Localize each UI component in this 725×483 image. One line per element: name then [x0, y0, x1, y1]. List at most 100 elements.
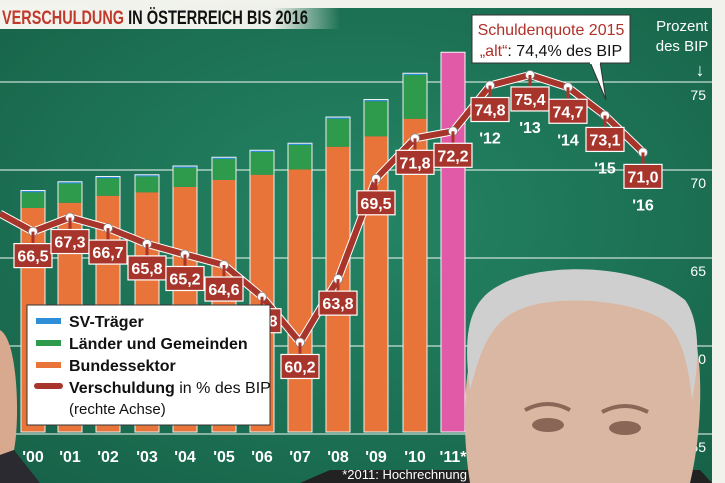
- data-label: 74,8: [474, 103, 505, 120]
- bar-segment-laender: [326, 118, 350, 147]
- callout: Schuldenquote 2015 „alt“ : 74,4% des BIP: [471, 14, 631, 101]
- data-label-box: [204, 276, 244, 302]
- future-year-label: '15: [594, 160, 616, 177]
- data-label-box: [280, 353, 320, 380]
- x-tick-label: '01: [59, 449, 81, 466]
- title-rest: IN ÖSTERREICH BIS 2016: [124, 8, 308, 29]
- bar-outline: [95, 176, 121, 433]
- bar-segment-laender: [96, 178, 120, 196]
- x-tick-label: '07: [289, 449, 311, 466]
- data-label-box: [318, 290, 358, 316]
- title-band: [0, 4, 340, 29]
- x-tick-label: '10: [404, 449, 426, 466]
- data-label-box: [548, 98, 588, 124]
- bar-segment-laender: [288, 145, 312, 170]
- bar-segment-sv: [135, 174, 159, 177]
- x-tick-label: '00: [22, 449, 44, 466]
- data-label: 69,5: [360, 196, 391, 213]
- person-photo: [0, 269, 712, 483]
- bar-segment-laender: [58, 183, 82, 203]
- footnote: *2011: Hochrechnung: [342, 467, 467, 482]
- bar-segment-laender: [212, 159, 236, 180]
- data-label: 71,0: [627, 169, 658, 186]
- data-label: 75,4: [514, 92, 545, 109]
- x-tick-label: '03: [136, 449, 158, 466]
- bar-outline: [287, 142, 313, 433]
- bar-segment-sv: [250, 150, 274, 152]
- bar-segment-sv: [212, 157, 236, 159]
- bar-segment-laender: [173, 167, 197, 187]
- data-label-box: [50, 228, 90, 255]
- bar-forecast: [440, 51, 466, 433]
- right-axis-tick: 75: [690, 87, 706, 103]
- legend-line-bold: Verschuldung: [69, 380, 175, 397]
- future-year-label: '16: [632, 197, 654, 214]
- data-label-box: [88, 239, 128, 265]
- right-axis-tick: 65: [690, 263, 706, 279]
- future-year-label: '13: [519, 120, 541, 137]
- bar-outline: [325, 116, 351, 433]
- legend-swatch-bund: [36, 362, 61, 368]
- bar-outline: [402, 72, 428, 433]
- chart-title: VERSCHULDUNG IN ÖSTERREICH BIS 2016: [2, 8, 308, 29]
- right-margin: [712, 0, 725, 483]
- callout-box: [471, 14, 631, 64]
- data-label-box: [395, 149, 435, 175]
- bar-segment-bund: [288, 169, 312, 432]
- data-label: 71,8: [399, 155, 430, 172]
- bar-outline: [134, 174, 160, 433]
- down-arrow-icon: ↓: [696, 60, 705, 80]
- data-label: 66,5: [17, 249, 48, 266]
- data-label: 64,6: [208, 282, 239, 299]
- future-year-label: '12: [479, 131, 501, 148]
- callout-line-1: Schuldenquote 2015: [478, 22, 625, 39]
- data-label: 67,3: [54, 235, 85, 252]
- x-axis-labels: '00 '01 '02 '03 '04 '05 '06 '07 '08 '09 '10 '11* '12…: [22, 120, 654, 466]
- data-label-box: [470, 96, 510, 123]
- callout-value: : 74,4% des BIP: [507, 43, 622, 60]
- data-label: 65,2: [169, 271, 200, 288]
- bar-segment-sv: [364, 99, 388, 102]
- x-tick-label: '06: [251, 449, 273, 466]
- bar-outline: [172, 165, 198, 433]
- data-label: 60,2: [284, 359, 315, 376]
- data-labels: 66,567,366,765,865,264,662,860,263,869,5…: [13, 74, 663, 380]
- future-year-label: '14: [557, 132, 579, 149]
- legend-label-laender: Länder und Gemeinden: [69, 336, 248, 353]
- data-label: 74,7: [552, 104, 583, 121]
- bar-segment-sv: [403, 73, 427, 75]
- x-tick-label: '02: [97, 449, 119, 466]
- x-tick-label: '11*: [440, 449, 468, 466]
- data-label-box: [433, 142, 473, 168]
- bar-segment-laender: [364, 101, 388, 137]
- title-accent: VERSCHULDUNG: [2, 8, 124, 29]
- data-label-box: [13, 243, 53, 269]
- legend-line-rest: in % des BIP: [175, 380, 271, 397]
- data-label: 73,1: [589, 132, 620, 149]
- data-label: 65,8: [131, 261, 162, 278]
- data-label: 66,7: [92, 245, 123, 262]
- legend: SV-Träger Länder und Gemeinden Bundessek…: [26, 304, 271, 426]
- callout-alt: „alt“: [480, 43, 508, 60]
- bar-segment-laender: [135, 176, 159, 193]
- data-label: 72,2: [437, 148, 468, 165]
- x-tick-label: '08: [327, 449, 349, 466]
- bar-outline: [363, 99, 389, 433]
- bar-segment-laender: [21, 192, 45, 208]
- bar-segment-sv: [173, 166, 197, 168]
- legend-swatch-line: [34, 383, 63, 389]
- data-label-box: [585, 126, 625, 153]
- x-tick-label: '04: [174, 449, 196, 466]
- bar-segment-laender: [250, 152, 274, 175]
- x-tick-label: '09: [365, 449, 387, 466]
- bar-segment-laender: [403, 75, 427, 119]
- x-tick-label: '05: [213, 449, 235, 466]
- data-label-box: [623, 163, 663, 189]
- right-axis-label-1: Prozent: [656, 18, 709, 35]
- right-axis-label-2: des BIP: [656, 38, 709, 55]
- bar-segment-sv: [96, 176, 120, 179]
- bar-segment-sv: [21, 190, 45, 193]
- bar-segment-sv: [326, 117, 350, 119]
- data-label-box: [356, 190, 396, 216]
